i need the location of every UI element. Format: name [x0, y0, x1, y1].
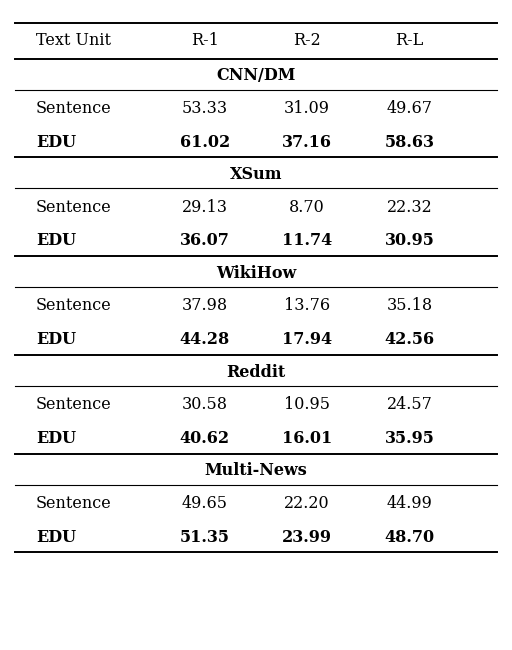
Text: Sentence: Sentence [36, 495, 112, 512]
Text: 17.94: 17.94 [282, 332, 332, 348]
Text: 61.02: 61.02 [180, 134, 230, 151]
Text: EDU: EDU [36, 332, 76, 348]
Text: R-1: R-1 [191, 32, 219, 49]
Text: 30.95: 30.95 [385, 233, 435, 250]
Text: 16.01: 16.01 [282, 430, 332, 447]
Text: 35.18: 35.18 [387, 298, 433, 315]
Text: 13.76: 13.76 [284, 298, 330, 315]
Text: EDU: EDU [36, 134, 76, 151]
Text: 24.57: 24.57 [387, 396, 433, 413]
Text: 35.95: 35.95 [385, 430, 435, 447]
Text: Multi-News: Multi-News [205, 462, 307, 479]
Text: Reddit: Reddit [226, 363, 286, 380]
Text: 22.20: 22.20 [284, 495, 330, 512]
Text: 10.95: 10.95 [284, 396, 330, 413]
Text: 53.33: 53.33 [182, 100, 228, 117]
Text: 42.56: 42.56 [385, 332, 435, 348]
Text: EDU: EDU [36, 233, 76, 250]
Text: 8.70: 8.70 [289, 199, 325, 216]
Text: 40.62: 40.62 [180, 430, 230, 447]
Text: 11.74: 11.74 [282, 233, 332, 250]
Text: 58.63: 58.63 [385, 134, 435, 151]
Text: R-2: R-2 [293, 32, 321, 49]
Text: Sentence: Sentence [36, 396, 112, 413]
Text: 30.58: 30.58 [182, 396, 228, 413]
Text: 44.99: 44.99 [387, 495, 433, 512]
Text: 22.32: 22.32 [387, 199, 433, 216]
Text: R-L: R-L [395, 32, 424, 49]
Text: EDU: EDU [36, 430, 76, 447]
Text: 49.65: 49.65 [182, 495, 228, 512]
Text: CNN/DM: CNN/DM [216, 67, 296, 84]
Text: 48.70: 48.70 [385, 529, 435, 546]
Text: Text Unit: Text Unit [36, 32, 111, 49]
Text: 49.67: 49.67 [387, 100, 433, 117]
Text: 31.09: 31.09 [284, 100, 330, 117]
Text: Sentence: Sentence [36, 199, 112, 216]
Text: WikiHow: WikiHow [216, 265, 296, 281]
Text: Sentence: Sentence [36, 298, 112, 315]
Text: EDU: EDU [36, 529, 76, 546]
Text: 29.13: 29.13 [182, 199, 228, 216]
Text: Sentence: Sentence [36, 100, 112, 117]
Text: 37.16: 37.16 [282, 134, 332, 151]
Text: 51.35: 51.35 [180, 529, 230, 546]
Text: 44.28: 44.28 [180, 332, 230, 348]
Text: 37.98: 37.98 [182, 298, 228, 315]
Text: 23.99: 23.99 [282, 529, 332, 546]
Text: 36.07: 36.07 [180, 233, 230, 250]
Text: XSum: XSum [230, 166, 282, 183]
